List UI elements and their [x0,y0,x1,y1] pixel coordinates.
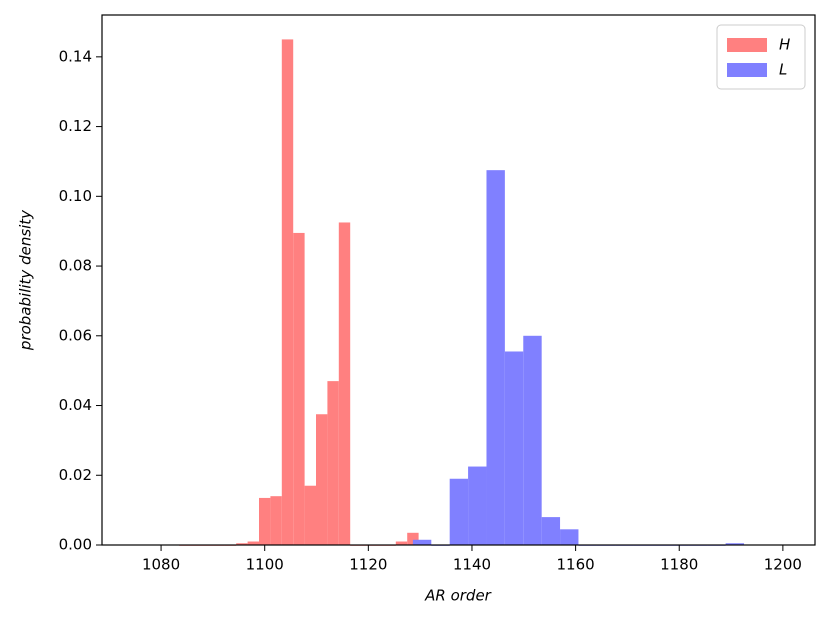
y-tick-label: 0.14 [59,47,92,65]
x-tick-label: 1160 [557,556,595,574]
y-tick-label: 0.08 [59,257,92,275]
bar [449,478,469,545]
bar [304,485,317,545]
bar [486,170,505,545]
bar [293,232,305,546]
bar [236,543,248,545]
x-tick-label: 1200 [764,556,802,574]
legend-label: L [779,61,787,79]
bar [523,335,542,545]
x-axis-label: AR order [424,587,492,605]
bar [316,414,328,545]
x-tick-label: 1100 [246,556,284,574]
bar [725,543,745,545]
y-tick-label: 0.12 [59,117,92,135]
bar [281,39,294,545]
x-tick-label: 1180 [660,556,698,574]
y-tick-label: 0.04 [59,396,92,414]
bar [412,539,432,545]
legend-label: H [779,36,790,54]
legend-box [716,24,806,90]
y-tick-label: 0.10 [59,187,92,205]
x-tick-label: 1080 [142,556,180,574]
bar [504,351,524,545]
bar [560,529,579,545]
bar [338,222,351,545]
bar [327,381,339,545]
y-tick-label: 0.06 [59,326,92,344]
y-tick-label: 0.02 [59,466,92,484]
y-tick-label: 0.00 [59,536,92,554]
y-axis-label: probability density [17,209,35,351]
plot-frame [101,14,816,546]
bar [407,532,419,545]
bar [247,541,260,545]
bar [395,541,408,545]
bar [468,466,487,545]
bar [541,517,561,545]
legend-swatch [727,63,767,77]
legend-swatch [727,38,767,52]
bar [270,496,282,545]
x-tick-label: 1120 [349,556,387,574]
bar [259,497,271,545]
x-tick-label: 1140 [453,556,491,574]
